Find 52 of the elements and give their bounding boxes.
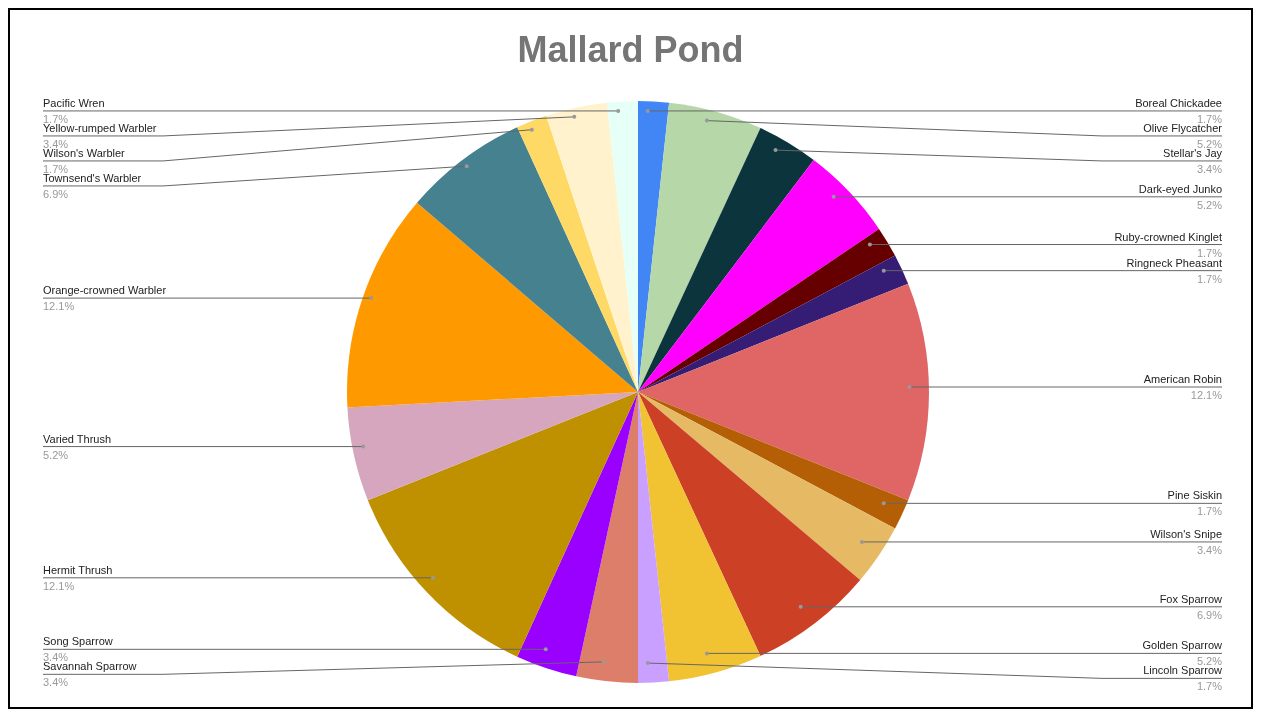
slice-label: Song Sparrow	[43, 635, 113, 648]
data-label: 1.7%	[1196, 505, 1223, 518]
data-label: 6.9%	[1196, 608, 1223, 621]
slice-label: Pacific Wren	[43, 96, 105, 109]
pie-slice	[576, 392, 638, 683]
slice-label: Boreal Chickadee	[1135, 96, 1222, 109]
slice-label: Varied Thrush	[43, 432, 112, 445]
data-label: 3.4%	[43, 676, 69, 689]
data-label: 12.1%	[1190, 389, 1223, 401]
pie-slice	[367, 392, 638, 657]
pie-slice	[347, 392, 638, 501]
pie-slice	[638, 128, 814, 392]
data-label: 3.4%	[1196, 162, 1223, 175]
data-label: 1.7%	[1196, 246, 1223, 259]
pie-slice	[638, 283, 929, 501]
data-label: 5.2%	[1196, 137, 1223, 150]
data-label: 12.1%	[43, 579, 75, 592]
pie-slice	[517, 392, 638, 677]
pie-slice	[416, 127, 638, 392]
pie-slice	[638, 392, 896, 580]
pie-slice	[638, 392, 861, 656]
pie-slice	[517, 115, 638, 392]
data-label: 3.4%	[43, 137, 69, 150]
pie-slice	[638, 228, 896, 392]
data-label: 5.2%	[1196, 198, 1223, 211]
slice-label: Golden Sparrow	[1142, 639, 1223, 652]
data-label: 1.7%	[1196, 680, 1223, 693]
slice-label: Fox Sparrow	[1159, 592, 1223, 605]
data-label: 12.1%	[43, 300, 75, 313]
slice-label: Ringneck Pheasant	[1126, 256, 1222, 269]
slice-label: Ruby-crowned Kinglet	[1114, 230, 1222, 243]
data-label: 3.4%	[1196, 543, 1223, 556]
pie-slice	[638, 102, 761, 392]
data-label: 1.7%	[1196, 272, 1223, 285]
data-label: 1.7%	[1196, 112, 1223, 125]
slice-label: Wilson's Snipe	[1150, 527, 1222, 540]
data-label: 5.2%	[43, 448, 69, 461]
pie-slice	[638, 255, 909, 392]
slice-label: Dark-eyed Junko	[1138, 182, 1222, 195]
chart-title: Mallard Pond	[516, 28, 745, 72]
slice-label: American Robin	[1143, 373, 1222, 385]
slice-label: Hermit Thrush	[43, 563, 113, 576]
slice-label: Orange-crowned Warbler	[43, 284, 167, 297]
pie-slice	[546, 102, 638, 392]
pie-slice	[347, 202, 638, 408]
data-label: 1.7%	[43, 162, 69, 175]
pie-slice	[638, 392, 761, 682]
data-label: 6.9%	[43, 187, 69, 200]
slice-label: Pine Siskin	[1167, 489, 1222, 502]
pie-slice	[638, 160, 879, 392]
data-label: 1.7%	[43, 112, 69, 125]
pie-slice	[638, 392, 909, 529]
